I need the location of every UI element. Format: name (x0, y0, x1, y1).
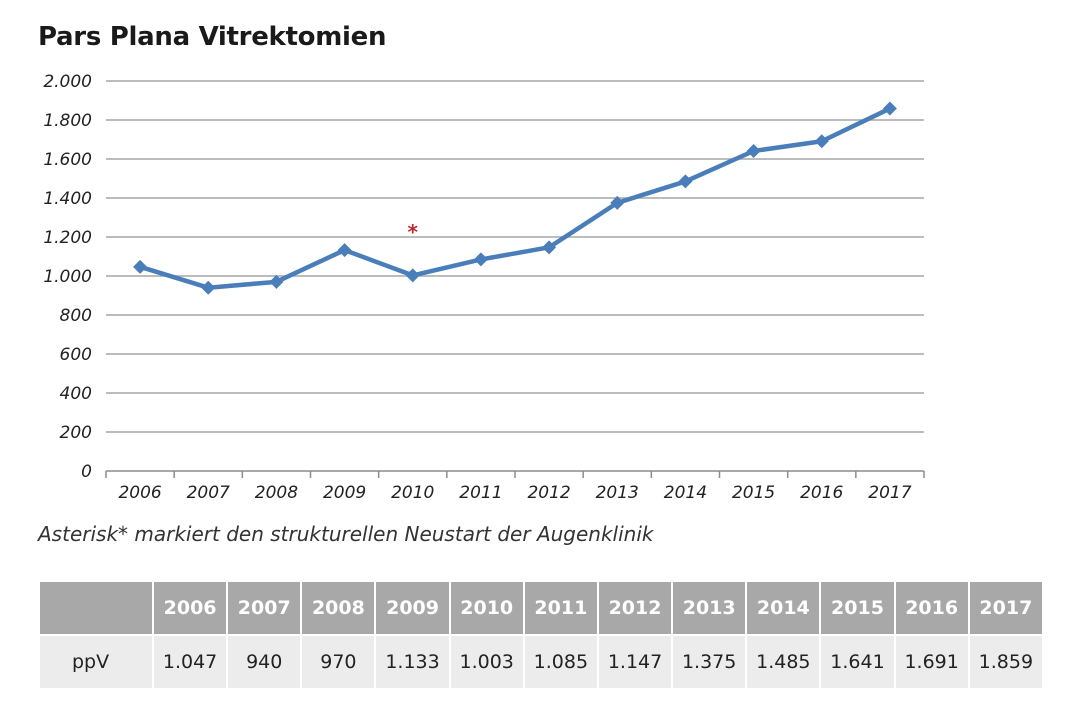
x-tick-label: 2016 (800, 483, 843, 503)
y-tick-label: 800 (60, 306, 92, 326)
data-point-marker (405, 268, 420, 283)
table-header-cell: 2009 (374, 580, 451, 636)
table-cell: 1.003 (448, 634, 525, 690)
table-header-cell: 2013 (671, 580, 748, 636)
y-axis-tick-labels: 0 200 400 600 800 1.000 1.200 1.400 1.600 1.800 2.… (43, 72, 92, 482)
series-ppv (133, 101, 897, 295)
data-point-marker (269, 274, 284, 289)
table-cell: 1.133 (374, 634, 451, 690)
y-tick-label: 1.000 (43, 267, 92, 287)
data-point-marker (337, 243, 352, 258)
data-point-marker (678, 174, 693, 189)
data-point-marker (473, 252, 488, 267)
line-chart: 0 200 400 600 800 1.000 1.200 1.400 1.600 1.800 2.… (43, 72, 925, 503)
y-tick-label: 1.200 (43, 228, 92, 248)
table-cell: 940 (226, 634, 303, 690)
x-axis-tick-labels: 2006 2007 2008 2009 2010 2011 2012 2013 2014 2015… (118, 483, 911, 503)
data-point-marker (882, 101, 897, 116)
table-row: ppV 1.047 940 970 1.133 1.003 1.085 1.147 1.375… (38, 634, 1045, 690)
x-tick-label: 2011 (459, 483, 502, 503)
x-tick-label: 2015 (732, 483, 775, 503)
table-header-cell: 2010 (448, 580, 525, 636)
y-tick-label: 1.400 (43, 189, 92, 209)
y-tick-label: 2.000 (43, 72, 92, 92)
table-header-cell: 2017 (967, 580, 1045, 636)
table-header-cell: 2007 (226, 580, 303, 636)
data-point-marker (746, 144, 761, 159)
table-cell: 970 (300, 634, 377, 690)
chart-annotations: * (408, 220, 419, 244)
x-tick-label: 2006 (118, 483, 161, 503)
table-cell: 1.085 (522, 634, 599, 690)
table-header-cell: 2011 (522, 580, 599, 636)
y-tick-label: 600 (60, 345, 92, 365)
chart-title: Pars Plana Vitrektomien (38, 22, 387, 52)
chart-caption: Asterisk* markiert den strukturellen Neu… (38, 522, 654, 546)
table-cell: 1.147 (596, 634, 674, 690)
table-header-cell: 2006 (151, 580, 229, 636)
table-header-cell: 2015 (819, 580, 896, 636)
x-tick-label: 2014 (664, 483, 707, 503)
x-tick-label: 2017 (868, 483, 911, 503)
y-tick-label: 0 (81, 462, 92, 482)
table-corner-cell (38, 580, 154, 636)
table-header-row: 2006 2007 2008 2009 2010 2011 2012 2013 2014 2015… (38, 580, 1045, 636)
x-axis (105, 470, 925, 478)
table-header-cell: 2014 (745, 580, 822, 636)
data-point-marker (542, 240, 557, 255)
asterisk-annotation: * (408, 220, 419, 244)
data-point-marker (610, 195, 625, 210)
table-cell: 1.375 (671, 634, 748, 690)
data-point-marker (201, 280, 216, 295)
table-row-label: ppV (38, 634, 154, 690)
y-tick-label: 1.600 (43, 150, 92, 170)
y-tick-label: 200 (60, 423, 92, 443)
table-header-cell: 2016 (893, 580, 970, 636)
data-point-marker (814, 134, 829, 149)
table-cell: 1.859 (967, 634, 1045, 690)
table-cell: 1.485 (745, 634, 822, 690)
x-tick-label: 2013 (596, 483, 639, 503)
table-cell: 1.691 (893, 634, 970, 690)
x-tick-label: 2012 (527, 483, 570, 503)
table-header-cell: 2008 (300, 580, 377, 636)
y-tick-label: 1.800 (43, 111, 92, 131)
x-tick-label: 2007 (187, 483, 230, 503)
table-cell: 1.641 (819, 634, 896, 690)
series-line (137, 106, 893, 290)
data-table: 2006 2007 2008 2009 2010 2011 2012 2013 2014 2015… (38, 580, 1045, 690)
data-point-marker (133, 259, 148, 274)
grid-lines (106, 80, 924, 433)
x-tick-label: 2010 (391, 483, 434, 503)
x-tick-label: 2009 (323, 483, 366, 503)
y-tick-label: 400 (60, 384, 92, 404)
table-header-cell: 2012 (596, 580, 674, 636)
x-tick-label: 2008 (255, 483, 298, 503)
table-cell: 1.047 (151, 634, 229, 690)
